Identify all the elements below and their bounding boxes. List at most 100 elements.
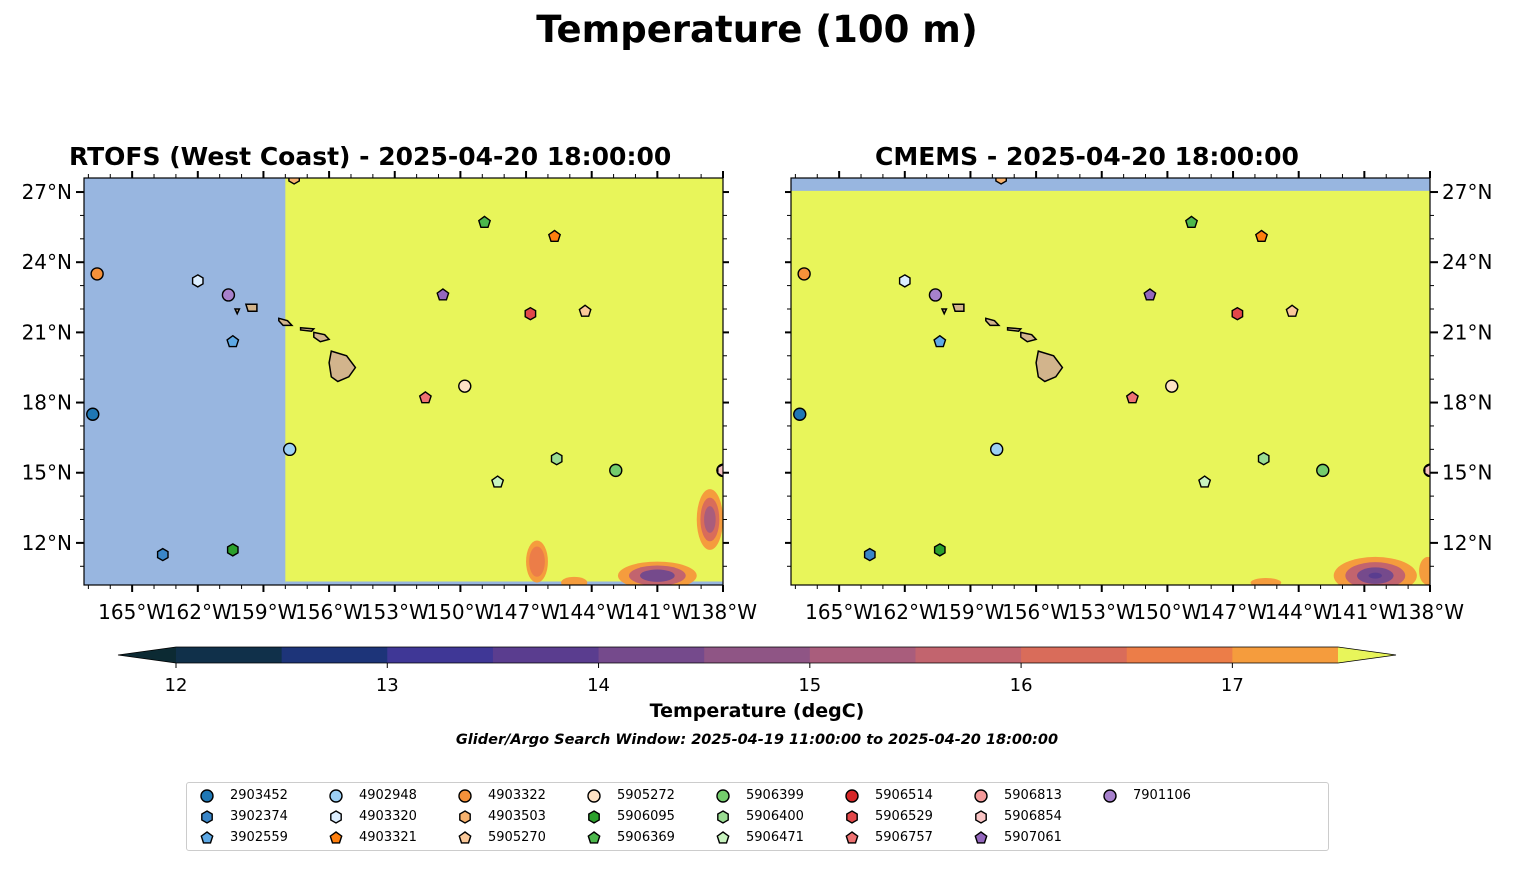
lon-tick-label: 159°W (229, 600, 297, 624)
float-marker-4902948 (283, 442, 297, 457)
legend-label: 2903452 (230, 788, 288, 803)
cmems-map: 27°N24°N21°N18°N15°N12°N165°W162°W159°W1… (785, 171, 1492, 624)
legend-label: 5906399 (746, 788, 804, 803)
legend-marker (587, 831, 601, 844)
lon-tick-label: 153°W (1068, 600, 1136, 624)
colorbar-segment (281, 647, 388, 663)
float-marker-2903452 (793, 407, 807, 421)
lon-tick-label: 150°W (1133, 600, 1201, 624)
float-marker-5906369 (1184, 215, 1199, 228)
colorbar-tick-label: 14 (587, 675, 610, 696)
rtofs-panel-title: RTOFS (West Coast) - 2025-04-20 18:00:00 (69, 142, 672, 171)
niihau-island (940, 308, 948, 316)
temperature-contour (1368, 572, 1382, 579)
lon-tick-label: 147°W (492, 600, 560, 624)
legend-marker (846, 810, 858, 824)
legend-marker (200, 789, 214, 803)
lon-tick-label: 141°W (623, 600, 691, 624)
lat-tick-label: 24°N (22, 250, 72, 274)
colorbar-segment (387, 647, 494, 663)
float-marker-5906399 (1316, 463, 1330, 478)
temperature-contour (1419, 556, 1430, 585)
colorbar-segment (1126, 647, 1233, 663)
temperature-contour (640, 569, 675, 582)
float-marker-3902374 (156, 547, 169, 562)
colorbar-tick-label: 12 (165, 675, 188, 696)
temperature-colorbar: 12 13 14 15 16 17 (117, 646, 1397, 696)
lon-tick-label: 165°W (805, 600, 873, 624)
legend-marker (587, 789, 601, 803)
no-data-region (791, 178, 1430, 191)
lon-tick-label: 144°W (1265, 600, 1333, 624)
float-marker-5906471 (491, 475, 505, 488)
float-marker-4903320 (191, 274, 204, 288)
legend-marker (201, 810, 213, 824)
colorbar-label: Temperature (degC) (649, 700, 865, 722)
float-marker-5906369 (477, 215, 492, 228)
lon-tick-label: 156°W (1002, 600, 1070, 624)
lon-tick-label: 159°W (936, 600, 1004, 624)
float-marker-7901106 (928, 288, 943, 302)
lon-tick-label: 147°W (1199, 600, 1267, 624)
legend-label: 5906514 (875, 788, 933, 803)
lat-tick-label: 18°N (22, 391, 72, 415)
legend-marker (329, 789, 343, 803)
float-marker-4903503 (995, 178, 1008, 185)
legend-label: 5906854 (1004, 809, 1062, 824)
colorbar-tick-label: 17 (1221, 675, 1244, 696)
lon-tick-label: 153°W (361, 600, 429, 624)
float-marker-4903321 (1254, 229, 1269, 243)
legend-marker (330, 810, 342, 824)
no-data-region (285, 581, 723, 585)
float-marker-4903322 (90, 267, 104, 281)
legend-label: 4903322 (488, 788, 546, 803)
float-legend: 2903452 3902374 3902559 4902948 4903320 49033… (186, 782, 1329, 851)
float-marker-5905270 (578, 304, 592, 317)
legend-label: 3902559 (230, 830, 288, 845)
lon-tick-label: 138°W (689, 600, 757, 624)
cmems-panel-title: CMEMS - 2025-04-20 18:00:00 (875, 142, 1299, 171)
lon-tick-label: 162°W (871, 600, 939, 624)
temperature-contour (561, 576, 588, 585)
legend-label: 4903321 (359, 830, 417, 845)
legend-label: 5906757 (875, 830, 933, 845)
hawaii-island (328, 350, 357, 383)
legend-marker (1103, 789, 1117, 803)
legend-label: 7901106 (1133, 788, 1191, 803)
legend-label: 5906095 (617, 809, 675, 824)
lat-tick-label: 12°N (1442, 531, 1492, 555)
legend-label: 5906471 (746, 830, 804, 845)
legend-label: 4903503 (488, 809, 546, 824)
float-marker-5905272 (458, 379, 472, 393)
legend-label: 5906813 (1004, 788, 1062, 803)
legend-label: 3902374 (230, 809, 288, 824)
legend-marker (200, 831, 214, 844)
no-data-region (84, 178, 286, 585)
float-marker-5906399 (609, 463, 623, 478)
float-marker-4903322 (797, 267, 811, 281)
float-marker-5906471 (1198, 475, 1212, 488)
legend-marker (329, 831, 343, 844)
colorbar-segment (809, 647, 916, 663)
float-marker-5906400 (1257, 451, 1270, 466)
colorbar-segment (1021, 647, 1128, 663)
hawaii-island (1035, 350, 1064, 383)
niihau-island (233, 308, 241, 316)
float-marker-5907061 (1143, 288, 1157, 301)
legend-label: 5906529 (875, 809, 933, 824)
legend-marker (717, 810, 729, 824)
lon-tick-label: 144°W (558, 600, 626, 624)
rtofs-map: 27°N24°N21°N18°N15°N12°N165°W162°W159°W1… (22, 171, 757, 624)
float-marker-5906095 (226, 543, 239, 557)
lon-tick-label: 156°W (295, 600, 363, 624)
lon-tick-label: 162°W (164, 600, 232, 624)
lat-tick-label: 24°N (1442, 250, 1492, 274)
colorbar-segment (915, 647, 1022, 663)
colorbar-tick-label: 16 (1010, 675, 1033, 696)
molokai-island (1006, 326, 1023, 332)
legend-marker (975, 810, 987, 824)
lat-tick-label: 18°N (1442, 391, 1492, 415)
colorbar-extend-max (1338, 647, 1396, 663)
legend-marker (458, 831, 472, 844)
legend-label: 5905272 (617, 788, 675, 803)
